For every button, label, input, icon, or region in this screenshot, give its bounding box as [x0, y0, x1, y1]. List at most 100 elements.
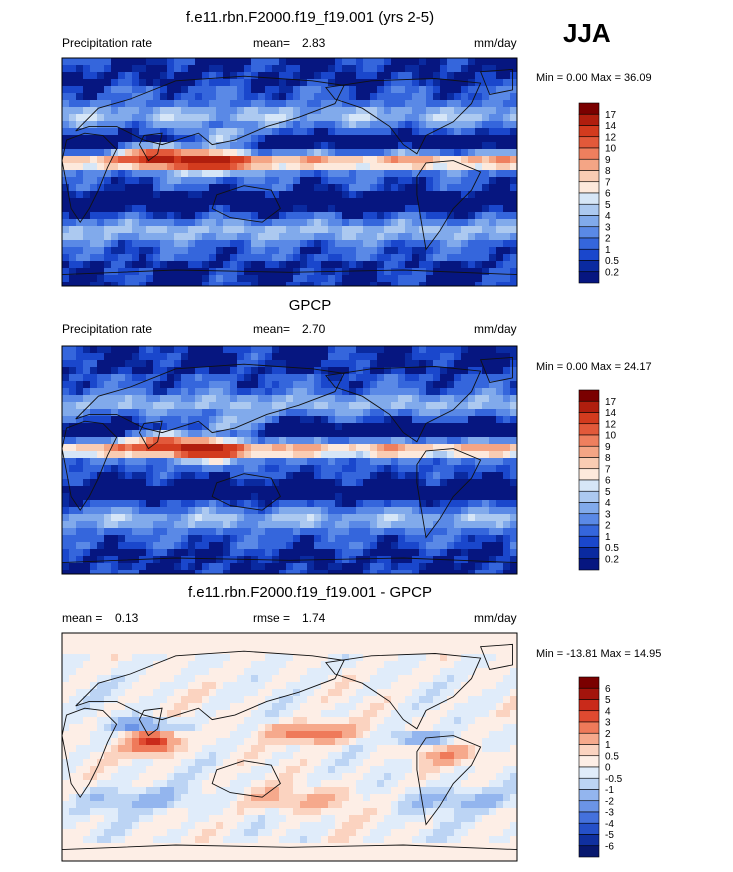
map-cell	[412, 135, 420, 143]
map-cell	[202, 353, 210, 361]
map-cell	[370, 500, 378, 508]
map-cell	[447, 444, 455, 452]
map-cell	[146, 275, 154, 283]
map-cell	[181, 240, 189, 248]
map-cell	[405, 114, 413, 122]
map-cell	[328, 149, 336, 157]
map-cell	[391, 128, 399, 136]
map-cell	[335, 661, 343, 669]
map-cell	[167, 423, 175, 431]
map-cell	[265, 570, 273, 574]
map-cell	[181, 191, 189, 199]
map-cell	[62, 107, 70, 115]
map-cell	[503, 472, 511, 480]
map-cell	[216, 542, 224, 550]
map-cell	[314, 346, 322, 354]
map-cell	[328, 458, 336, 466]
map-cell	[104, 535, 112, 543]
map-cell	[384, 86, 392, 94]
map-cell	[104, 191, 112, 199]
map-cell	[223, 261, 231, 269]
map-cell	[475, 528, 483, 536]
map-cell	[342, 444, 350, 452]
map-cell	[216, 423, 224, 431]
map-cell	[405, 528, 413, 536]
map-cell	[76, 247, 84, 255]
map-cell	[265, 507, 273, 515]
map-cell	[258, 79, 266, 87]
map-cell	[328, 570, 336, 574]
map-cell	[188, 142, 196, 150]
map-cell	[384, 142, 392, 150]
map-cell	[69, 472, 77, 480]
map-cell	[349, 233, 357, 241]
map-cell	[118, 177, 126, 185]
map-cell	[342, 514, 350, 522]
map-cell	[132, 135, 140, 143]
colorbar-swatch	[578, 181, 600, 194]
map-cell	[314, 360, 322, 368]
map-cell	[258, 528, 266, 536]
map-cell	[412, 542, 420, 550]
map-cell	[174, 395, 182, 403]
map-cell	[391, 268, 399, 276]
map-cell	[230, 682, 238, 690]
map-cell	[83, 100, 91, 108]
map-cell	[398, 458, 406, 466]
map-cell	[118, 458, 126, 466]
map-cell	[433, 233, 441, 241]
map-cell	[426, 177, 434, 185]
map-cell	[90, 395, 98, 403]
map-cell	[139, 191, 147, 199]
map-cell	[258, 570, 266, 574]
map-cell	[454, 226, 462, 234]
map-cell	[104, 493, 112, 501]
map-cell	[468, 72, 476, 80]
map-cell	[202, 570, 210, 574]
map-cell	[230, 142, 238, 150]
map-cell	[433, 254, 441, 262]
map-cell	[300, 170, 308, 178]
map-cell	[496, 528, 504, 536]
map-cell	[454, 346, 462, 354]
map-cell	[174, 437, 182, 445]
map-cell	[139, 486, 147, 494]
map-cell	[272, 93, 280, 101]
map-cell	[230, 689, 238, 697]
map-cell	[188, 682, 196, 690]
map-cell	[307, 254, 315, 262]
map-cell	[440, 647, 448, 655]
map-cell	[167, 451, 175, 459]
map-cell	[146, 647, 154, 655]
map-cell	[258, 170, 266, 178]
map-cell	[321, 346, 329, 354]
map-cell	[391, 521, 399, 529]
map-cell	[426, 542, 434, 550]
map-cell	[440, 367, 448, 375]
map-cell	[244, 521, 252, 529]
map-cell	[412, 346, 420, 354]
map-cell	[461, 135, 469, 143]
map-cell	[328, 233, 336, 241]
map-cell	[251, 402, 259, 410]
map-cell	[160, 437, 168, 445]
map-cell	[188, 430, 196, 438]
map-cell	[265, 212, 273, 220]
map-cell	[104, 128, 112, 136]
map-cell	[258, 107, 266, 115]
map-cell	[349, 58, 357, 66]
map-cell	[461, 86, 469, 94]
map-cell	[482, 275, 490, 283]
map-cell	[76, 107, 84, 115]
map-cell	[279, 233, 287, 241]
map-cell	[412, 156, 420, 164]
map-cell	[300, 647, 308, 655]
map-cell	[139, 570, 147, 574]
map-cell	[412, 93, 420, 101]
map-cell	[181, 233, 189, 241]
map-cell	[258, 493, 266, 501]
map-cell	[251, 367, 259, 375]
panel2-mean-label: mean=	[253, 322, 291, 336]
map-cell	[391, 507, 399, 515]
map-cell	[391, 170, 399, 178]
